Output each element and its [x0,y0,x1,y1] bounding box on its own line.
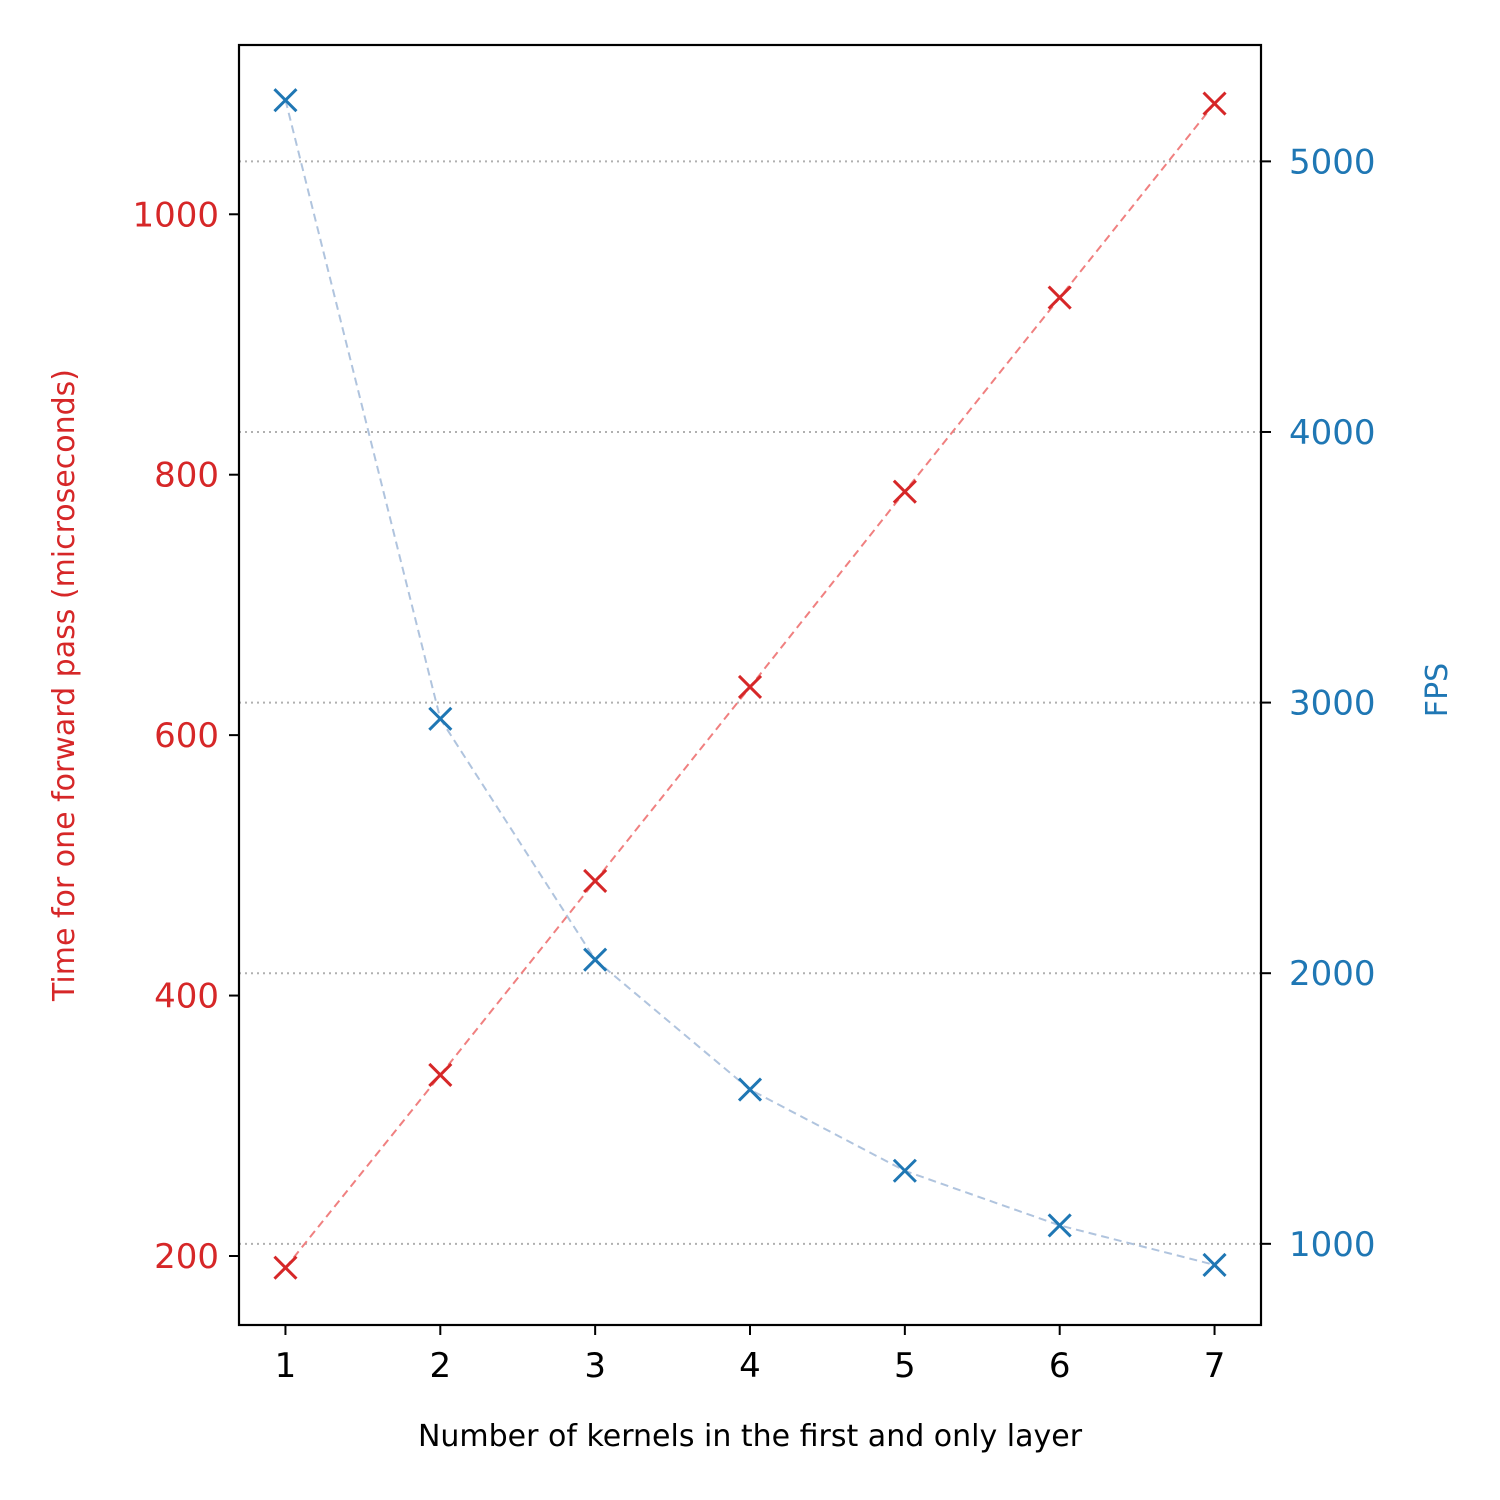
data-point-right [892,1158,917,1183]
x-marker-stroke [273,1255,298,1280]
x-marker-stroke [1047,285,1072,310]
data-point-right [428,706,453,731]
grid-lines [239,160,1261,1245]
x-tick-label: 5 [894,1346,916,1386]
series-layer [273,88,1227,1280]
x-marker-stroke [583,947,608,972]
y-left-tick-label: 800 [154,456,219,496]
y-right-tick-label: 1000 [1289,1225,1376,1265]
data-point-left [1202,91,1227,116]
y-right-tick-label: 4000 [1289,413,1376,453]
data-point-left [583,868,608,894]
x-tick-label: 4 [739,1346,761,1386]
x-marker-stroke [273,88,298,113]
y-right-axis-label: FPS [1420,663,1455,717]
x-marker-stroke [892,479,917,504]
x-marker-stroke [892,1158,917,1183]
x-tick-label: 1 [275,1346,297,1386]
x-tick-label: 6 [1049,1346,1071,1386]
data-point-left [737,674,763,700]
x-marker-stroke [1202,91,1227,116]
data-point-left [1047,285,1072,310]
y-right-tick-label: 2000 [1289,954,1376,994]
y-left-tick-label: 400 [154,977,219,1017]
data-point-right [273,88,298,113]
y-left-axis-label: Time for one forward pass (microseconds) [47,369,82,1002]
axes-layer: 1 2 3 4 5 6 7 200 400 600 800 1000 1000 2000 3000 4000 5… [132,142,1375,1386]
data-point-right [737,1077,763,1102]
data-point-left [428,1062,453,1088]
x-marker-stroke [1047,1213,1072,1238]
x-tick-label: 3 [584,1346,606,1386]
data-point-right [583,947,608,972]
x-tick-label: 2 [429,1346,451,1386]
x-marker-stroke [428,706,453,731]
x-axis-label: Number of kernels in the first and only … [418,1419,1083,1454]
x-marker-stroke [428,1062,453,1088]
data-point-right [1202,1252,1227,1277]
x-tick-label: 7 [1204,1346,1226,1386]
x-marker-stroke [583,868,608,894]
data-point-left [273,1255,298,1280]
y-right-tick-label: 5000 [1289,142,1376,182]
x-marker-stroke [1202,1252,1227,1277]
y-left-tick-label: 600 [154,716,219,756]
y-left-tick-label: 200 [154,1237,219,1277]
data-point-left [892,479,917,504]
data-point-right [1047,1213,1072,1238]
y-right-tick-label: 3000 [1289,684,1376,724]
y-left-tick-label: 1000 [132,195,219,235]
x-marker-stroke [737,1077,763,1102]
x-marker-stroke [737,674,763,700]
